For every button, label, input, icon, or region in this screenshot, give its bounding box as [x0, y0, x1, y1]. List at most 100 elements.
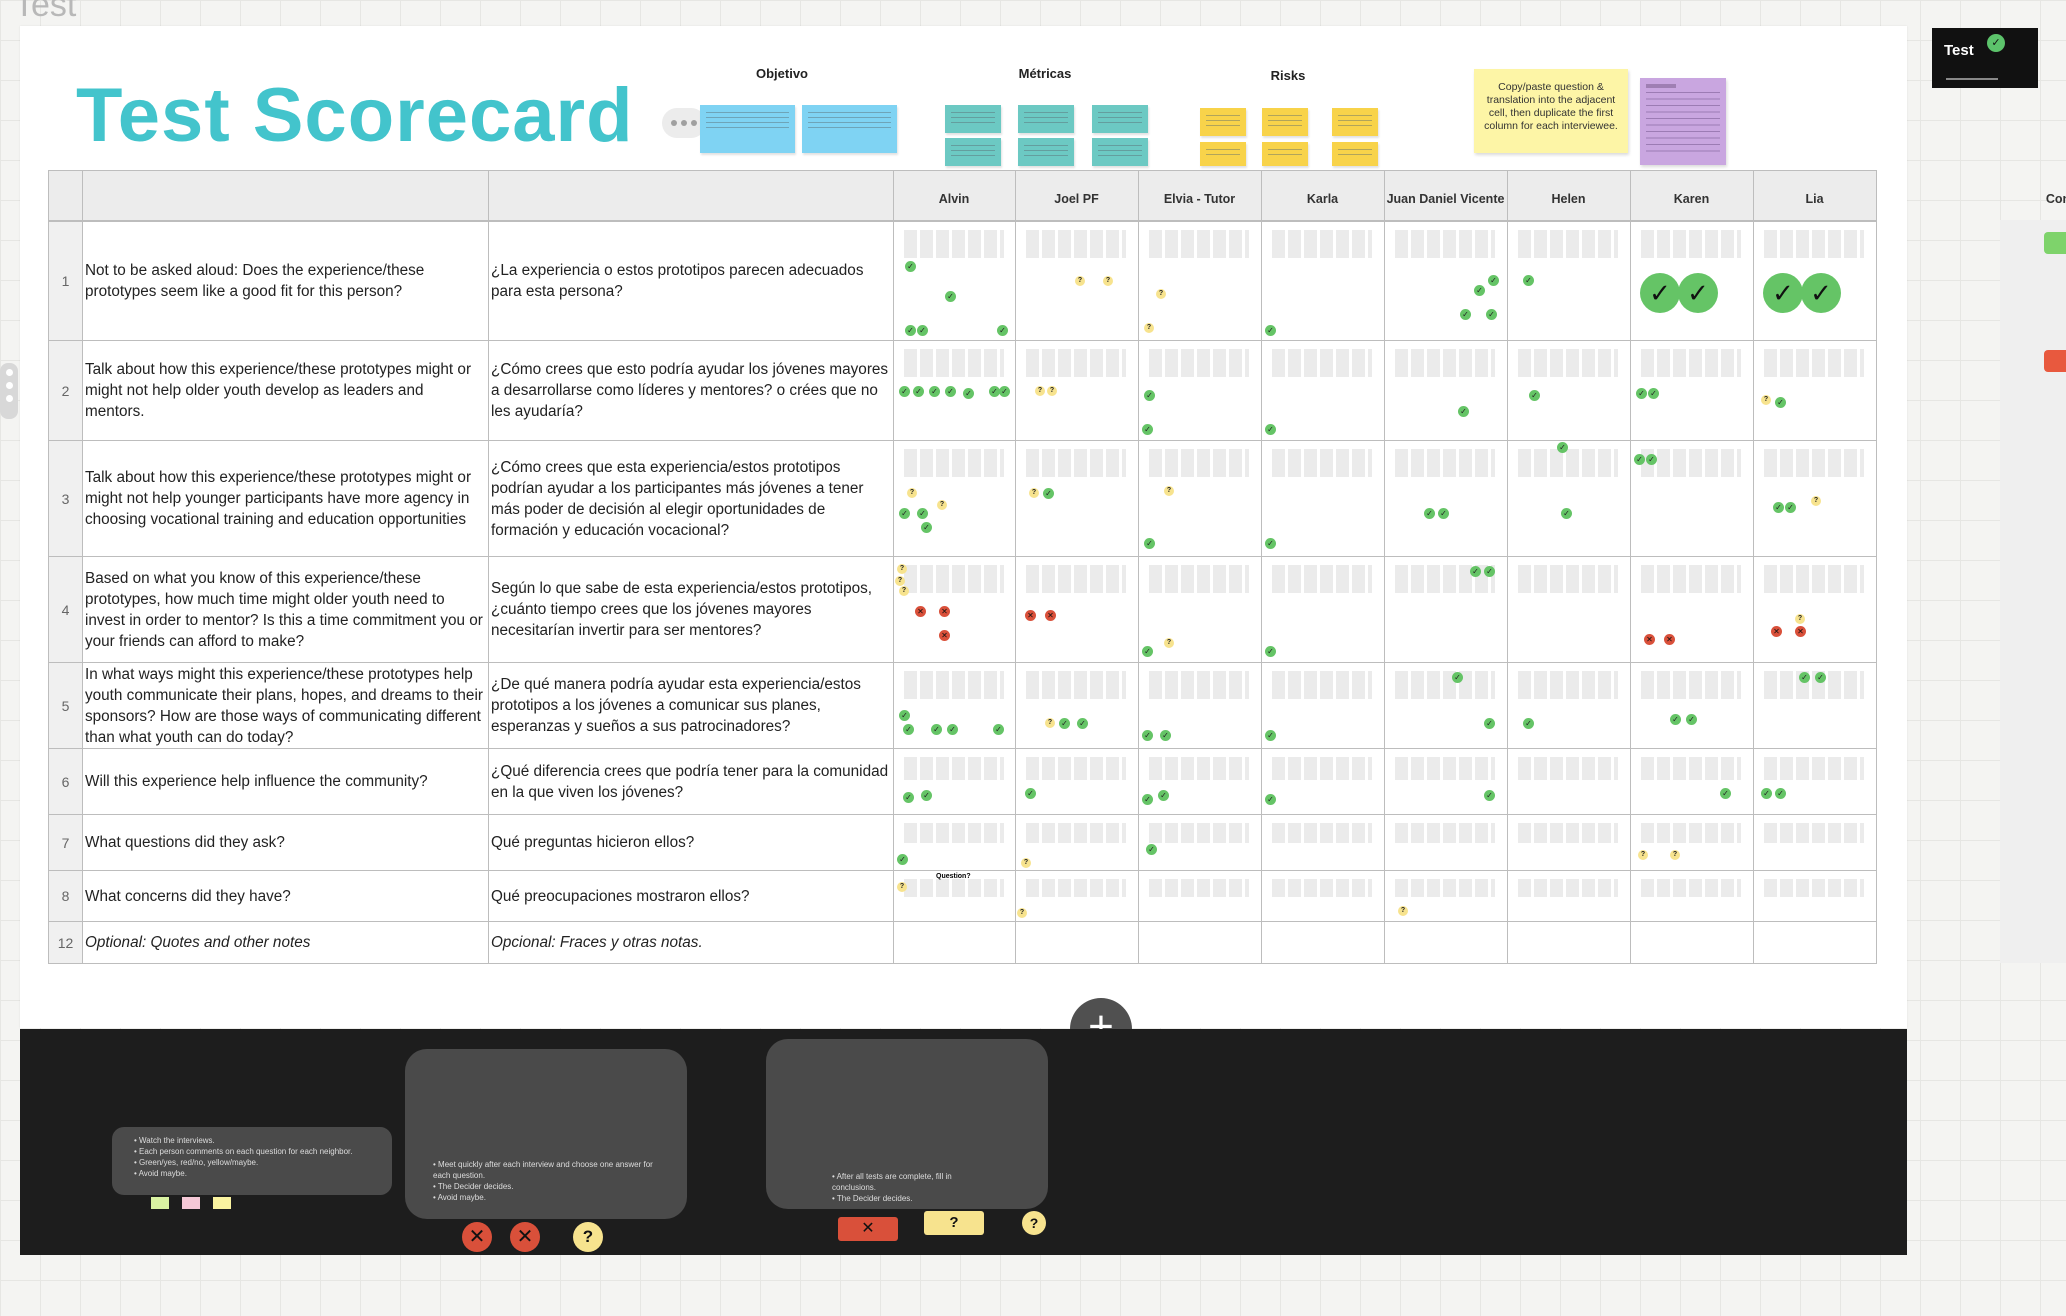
question-english[interactable]: What concerns did they have?	[82, 870, 489, 922]
yes-vote-icon[interactable]: ✓	[917, 508, 928, 519]
yes-vote-icon[interactable]: ✓	[1773, 502, 1784, 513]
yes-vote-icon[interactable]: ✓	[1646, 454, 1657, 465]
answer-cell[interactable]	[1015, 921, 1139, 964]
yes-vote-icon[interactable]: ✓	[1077, 718, 1088, 729]
metric-sticky-note[interactable]	[1018, 138, 1074, 166]
question-english[interactable]: Not to be asked aloud: Does the experien…	[82, 221, 489, 341]
yes-vote-icon[interactable]: ✓	[1561, 508, 1572, 519]
yes-vote-icon[interactable]: ✓	[1678, 273, 1718, 313]
interviewee-header[interactable]: Lia	[1805, 192, 1824, 206]
question-spanish[interactable]: ¿La experiencia o estos prototipos parec…	[488, 221, 894, 341]
yes-vote-icon[interactable]: ✓	[1801, 273, 1841, 313]
purple-sticky-note[interactable]	[1640, 78, 1726, 165]
answer-cell[interactable]	[1261, 440, 1385, 557]
yes-vote-icon[interactable]: ✓	[921, 790, 932, 801]
maybe-vote-icon[interactable]: ?	[1017, 908, 1027, 918]
maybe-vote-icon[interactable]: ?	[1035, 386, 1045, 396]
maybe-vote-icon[interactable]: ?	[899, 586, 909, 596]
yes-vote-icon[interactable]: ✓	[1686, 714, 1697, 725]
yes-vote-icon[interactable]: ✓	[999, 386, 1010, 397]
answer-cell[interactable]	[1138, 814, 1262, 871]
maybe-vote-icon[interactable]: ?	[1398, 906, 1408, 916]
answer-cell[interactable]	[1015, 814, 1139, 871]
yes-vote-icon[interactable]: ✓	[905, 261, 916, 272]
yes-vote-icon[interactable]: ✓	[1265, 646, 1276, 657]
maybe-vote-icon[interactable]: ?	[1022, 1211, 1046, 1235]
answer-cell[interactable]	[1138, 556, 1262, 663]
answer-cell[interactable]	[1261, 870, 1385, 922]
yes-vote-icon[interactable]: ✓	[1785, 502, 1796, 513]
maybe-vote-icon[interactable]: ?	[897, 564, 907, 574]
yes-vote-icon[interactable]: ✓	[1523, 275, 1534, 286]
answer-cell[interactable]	[1753, 556, 1877, 663]
yes-vote-icon[interactable]: ✓	[1761, 788, 1772, 799]
no-vote-icon[interactable]: ✕	[1664, 634, 1675, 645]
green-tag[interactable]	[2044, 232, 2066, 254]
question-english[interactable]: Will this experience help influence the …	[82, 748, 489, 815]
yes-vote-icon[interactable]: ✓	[1474, 285, 1485, 296]
answer-cell[interactable]	[1384, 662, 1508, 749]
yes-vote-icon[interactable]: ✓	[1160, 730, 1171, 741]
risk-sticky-note[interactable]	[1200, 142, 1246, 166]
answer-cell[interactable]	[1384, 748, 1508, 815]
question-spanish[interactable]: ¿Cómo crees que esta experiencia/estos p…	[488, 440, 894, 557]
yes-vote-icon[interactable]: ✓	[905, 325, 916, 336]
yes-vote-icon[interactable]: ✓	[913, 386, 924, 397]
answer-cell[interactable]	[1138, 921, 1262, 964]
yes-vote-icon[interactable]: ✓	[1636, 388, 1647, 399]
answer-cell[interactable]	[1507, 921, 1631, 964]
maybe-vote-icon[interactable]: ?	[1103, 276, 1113, 286]
yes-vote-icon[interactable]: ✓	[1640, 273, 1680, 313]
answer-cell[interactable]	[893, 921, 1016, 964]
answer-cell[interactable]	[1138, 662, 1262, 749]
answer-cell[interactable]	[1261, 748, 1385, 815]
instruction-card-watch[interactable]: Watch the interviews. Each person commen…	[112, 1127, 392, 1195]
question-spanish[interactable]: ¿De qué manera podría ayudar esta experi…	[488, 662, 894, 749]
answer-cell[interactable]	[1384, 340, 1508, 441]
interviewee-header[interactable]: Alvin	[938, 192, 970, 206]
maybe-vote-icon[interactable]: ?	[1811, 496, 1821, 506]
yes-vote-icon[interactable]: ✓	[1142, 424, 1153, 435]
answer-cell[interactable]	[1507, 340, 1631, 441]
question-spanish[interactable]: ¿Qué diferencia crees que podría tener p…	[488, 748, 894, 815]
question-spanish[interactable]: Qué preocupaciones mostraron ellos?	[488, 870, 894, 922]
yes-vote-icon[interactable]: ✓	[997, 325, 1008, 336]
answer-cell[interactable]	[1630, 662, 1754, 749]
metric-sticky-note[interactable]	[945, 138, 1001, 166]
risk-sticky-note[interactable]	[1332, 142, 1378, 166]
maybe-vote-icon[interactable]: ?	[1156, 289, 1166, 299]
question-english[interactable]: What questions did they ask?	[82, 814, 489, 871]
question-english[interactable]: Optional: Quotes and other notes	[82, 921, 489, 964]
instruction-card-meet[interactable]: Meet quickly after each interview and ch…	[405, 1049, 687, 1219]
yes-vote-icon[interactable]: ✓	[897, 854, 908, 865]
answer-cell[interactable]	[1384, 440, 1508, 557]
question-spanish[interactable]: ¿Cómo crees que esto podría ayudar los j…	[488, 340, 894, 441]
interviewee-header[interactable]: Elvia - Tutor	[1163, 192, 1236, 206]
yes-vote-icon[interactable]: ✓	[917, 325, 928, 336]
answer-cell[interactable]	[1384, 921, 1508, 964]
red-tag[interactable]	[2044, 350, 2066, 372]
answer-cell[interactable]	[1138, 870, 1262, 922]
metric-sticky-note[interactable]	[1092, 105, 1148, 133]
yes-vote-icon[interactable]: ✓	[1670, 714, 1681, 725]
answer-cell[interactable]	[1261, 921, 1385, 964]
yes-vote-icon[interactable]: ✓	[1265, 538, 1276, 549]
maybe-vote-icon[interactable]: ?	[1164, 638, 1174, 648]
yes-vote-icon[interactable]: ✓	[1452, 672, 1463, 683]
answer-cell[interactable]	[1507, 221, 1631, 341]
maybe-vote-icon[interactable]: ?	[1761, 395, 1771, 405]
question-english[interactable]: Talk about how this experience/these pro…	[82, 440, 489, 557]
answer-cell[interactable]	[1507, 556, 1631, 663]
yes-vote-icon[interactable]: ✓	[1529, 390, 1540, 401]
yes-vote-icon[interactable]: ✓	[899, 386, 910, 397]
maybe-vote-icon[interactable]: ?	[897, 882, 907, 892]
risk-sticky-note[interactable]	[1332, 108, 1378, 136]
maybe-vote-icon[interactable]: ?	[1144, 323, 1154, 333]
interviewee-header[interactable]: Karen	[1673, 192, 1710, 206]
answer-cell[interactable]	[1015, 440, 1139, 557]
answer-cell[interactable]	[1015, 662, 1139, 749]
question-spanish[interactable]: Según lo que sabe de esta experiencia/es…	[488, 556, 894, 663]
yes-vote-icon[interactable]: ✓	[1557, 442, 1568, 453]
no-vote-icon[interactable]: ✕	[510, 1222, 540, 1252]
yes-vote-icon[interactable]: ✓	[1142, 646, 1153, 657]
